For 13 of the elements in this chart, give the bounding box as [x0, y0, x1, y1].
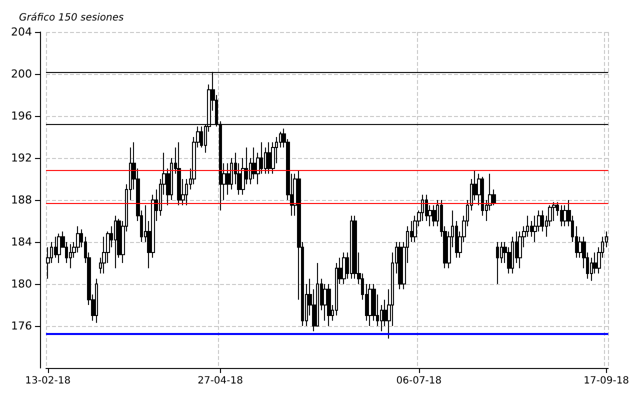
x-tick-label: 13-02-18 [25, 376, 71, 386]
y-tick-label: 192 [11, 152, 32, 164]
y-tick-label: 196 [11, 110, 32, 122]
y-tick-label: 200 [11, 68, 32, 80]
y-tick-label: 184 [11, 236, 32, 248]
y-tick-label: 204 [11, 26, 32, 38]
x-tick-label: 17-09-18 [584, 376, 630, 386]
y-tick-label: 188 [11, 194, 32, 206]
y-tick-label: 180 [11, 278, 32, 290]
chart-subtitle: Gráfico 150 sesiones [19, 12, 124, 24]
x-tick-label: 06-07-18 [396, 376, 442, 386]
x-tick-label: 27-04-18 [198, 376, 243, 386]
y-tick-label: 176 [11, 320, 32, 332]
